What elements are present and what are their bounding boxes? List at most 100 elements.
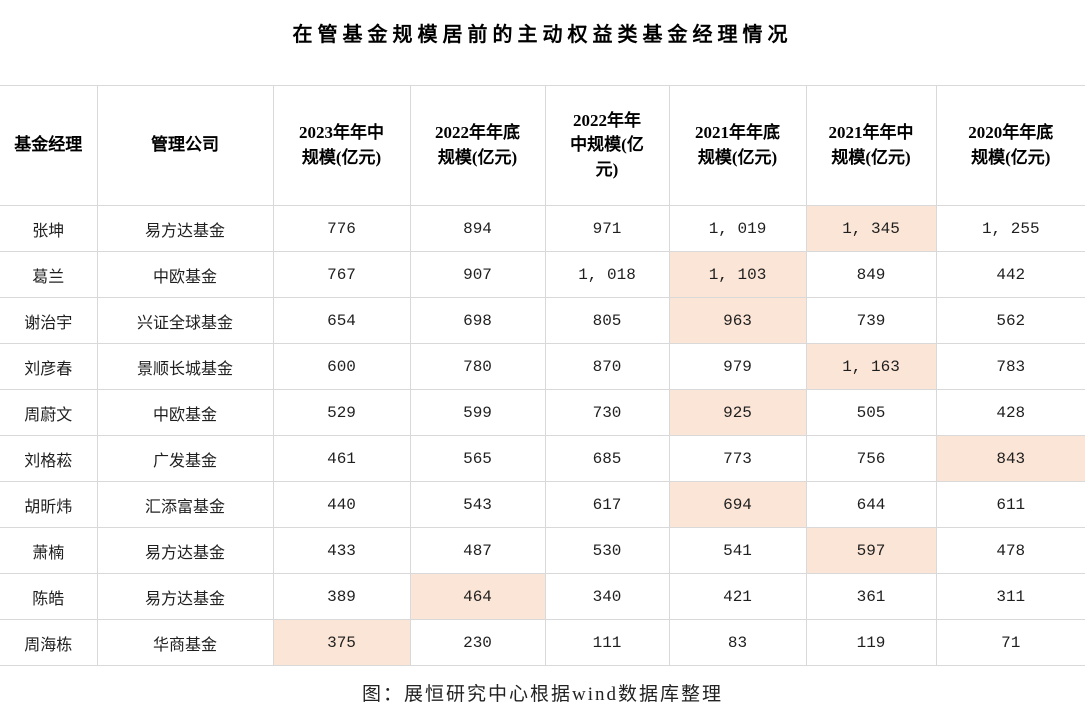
company-name: 兴证全球基金 [96,297,274,344]
value-cell: 111 [544,619,670,666]
value-cell-highlighted: 1, 103 [668,251,807,298]
value-cell: 611 [935,481,1085,528]
value-cell: 71 [935,619,1085,666]
column-header: 管理公司 [96,85,274,206]
value-cell: 565 [409,435,546,482]
column-header: 2022年年 中规模(亿 元) [544,85,670,206]
value-cell: 529 [272,389,411,436]
fund-manager-table: 基金经理 管理公司 2023年年中 规模(亿元) 2022年年底 规模(亿元) 2022… [0,85,1085,666]
manager-name: 周蔚文 [0,389,98,436]
company-name: 汇添富基金 [96,481,274,528]
value-cell: 1, 018 [544,251,670,298]
value-cell: 440 [272,481,411,528]
column-header: 2022年年底 规模(亿元) [409,85,546,206]
table-body: 张坤 易方达基金 776 894 971 1, 019 1, 345 1, 255 葛兰 中欧基金… [0,205,1085,666]
manager-name: 萧楠 [0,527,98,574]
value-cell: 730 [544,389,670,436]
value-cell: 783 [935,343,1085,390]
value-cell: 971 [544,205,670,252]
manager-name: 胡昕炜 [0,481,98,528]
column-header: 2023年年中 规模(亿元) [272,85,411,206]
value-cell: 1, 019 [668,205,807,252]
company-name: 易方达基金 [96,573,274,620]
value-cell: 361 [805,573,937,620]
manager-name: 刘格菘 [0,435,98,482]
value-cell: 617 [544,481,670,528]
value-cell: 461 [272,435,411,482]
value-cell: 599 [409,389,546,436]
value-cell: 478 [935,527,1085,574]
value-cell-highlighted: 843 [935,435,1085,482]
figure-caption: 图：展恒研究中心根据wind数据库整理 [361,684,723,705]
value-cell: 389 [272,573,411,620]
value-cell: 562 [935,297,1085,344]
company-name: 中欧基金 [96,389,274,436]
value-cell-highlighted: 375 [272,619,411,666]
column-header: 基金经理 [0,85,98,206]
value-cell: 311 [935,573,1085,620]
table-row: 陈皓 易方达基金 389 464 340 421 361 311 [0,573,1085,620]
value-cell: 849 [805,251,937,298]
value-cell: 805 [544,297,670,344]
value-cell: 487 [409,527,546,574]
value-cell: 505 [805,389,937,436]
column-header: 2020年年底 规模(亿元) [935,85,1085,206]
table-row: 谢治宇 兴证全球基金 654 698 805 963 739 562 [0,297,1085,344]
value-cell: 340 [544,573,670,620]
company-name: 广发基金 [96,435,274,482]
value-cell: 780 [409,343,546,390]
value-cell: 756 [805,435,937,482]
value-cell: 421 [668,573,807,620]
value-cell-highlighted: 1, 345 [805,205,937,252]
figure-title: 在管基金规模居前的主动权益类基金经理情况 [292,24,793,46]
value-cell: 767 [272,251,411,298]
value-cell: 1, 255 [935,205,1085,252]
value-cell: 644 [805,481,937,528]
company-name: 景顺长城基金 [96,343,274,390]
value-cell-highlighted: 1, 163 [805,343,937,390]
company-name: 易方达基金 [96,205,274,252]
value-cell: 433 [272,527,411,574]
value-cell: 698 [409,297,546,344]
table-row: 周蔚文 中欧基金 529 599 730 925 505 428 [0,389,1085,436]
company-name: 中欧基金 [96,251,274,298]
table-row: 周海栋 华商基金 375 230 111 83 119 71 [0,619,1085,666]
value-cell-highlighted: 694 [668,481,807,528]
value-cell: 654 [272,297,411,344]
manager-name: 陈皓 [0,573,98,620]
value-cell: 739 [805,297,937,344]
value-cell: 907 [409,251,546,298]
company-name: 易方达基金 [96,527,274,574]
column-header: 2021年年底 规模(亿元) [668,85,807,206]
table-row: 胡昕炜 汇添富基金 440 543 617 694 644 611 [0,481,1085,528]
value-cell: 685 [544,435,670,482]
value-cell-highlighted: 963 [668,297,807,344]
table-row: 葛兰 中欧基金 767 907 1, 018 1, 103 849 442 [0,251,1085,298]
value-cell: 600 [272,343,411,390]
column-header: 2021年年中 规模(亿元) [805,85,937,206]
value-cell: 428 [935,389,1085,436]
value-cell: 979 [668,343,807,390]
value-cell-highlighted: 597 [805,527,937,574]
value-cell: 776 [272,205,411,252]
table-row: 萧楠 易方达基金 433 487 530 541 597 478 [0,527,1085,574]
value-cell: 773 [668,435,807,482]
manager-name: 谢治宇 [0,297,98,344]
value-cell-highlighted: 925 [668,389,807,436]
table-row: 刘彦春 景顺长城基金 600 780 870 979 1, 163 783 [0,343,1085,390]
value-cell: 83 [668,619,807,666]
table-row: 张坤 易方达基金 776 894 971 1, 019 1, 345 1, 255 [0,205,1085,252]
value-cell: 541 [668,527,807,574]
value-cell: 119 [805,619,937,666]
header-row: 基金经理 管理公司 2023年年中 规模(亿元) 2022年年底 规模(亿元) 2022… [0,85,1085,206]
value-cell: 442 [935,251,1085,298]
value-cell: 894 [409,205,546,252]
value-cell-highlighted: 464 [409,573,546,620]
manager-name: 张坤 [0,205,98,252]
value-cell: 530 [544,527,670,574]
value-cell: 543 [409,481,546,528]
value-cell: 870 [544,343,670,390]
company-name: 华商基金 [96,619,274,666]
manager-name: 周海栋 [0,619,98,666]
